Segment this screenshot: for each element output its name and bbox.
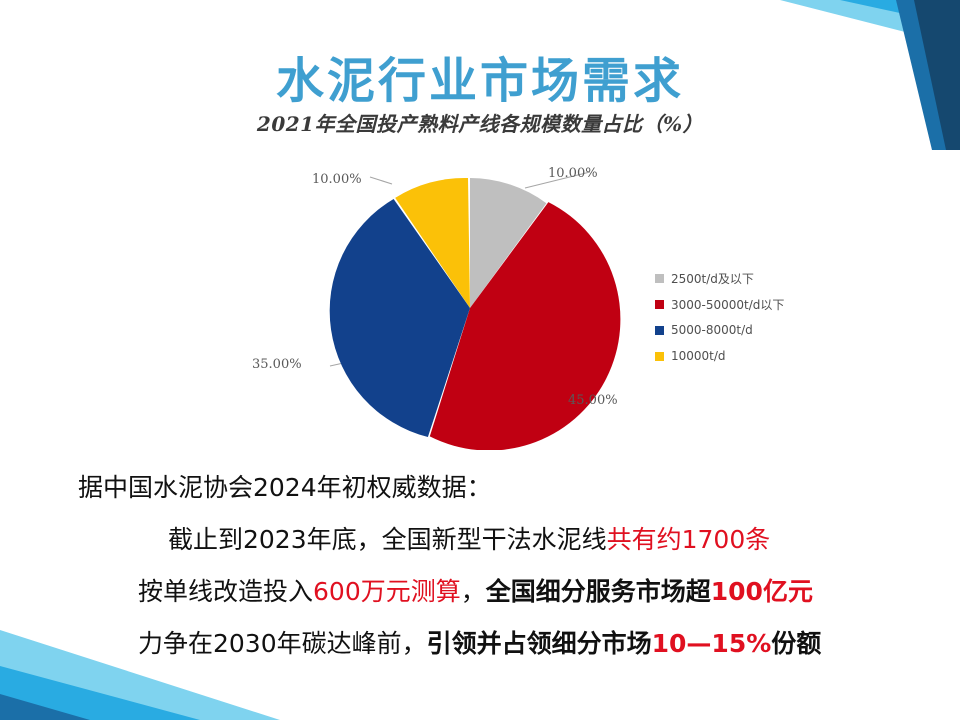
pie-chart: 10.00% 45.00% 35.00% 10.00% 2500t/d及以下 3…: [230, 150, 870, 450]
pie-data-label-red: 45.00%: [568, 393, 618, 408]
pie-slice-gray: [470, 178, 547, 308]
text-segment-1: 600万元测算: [313, 577, 461, 606]
legend-label-gray: 2500t/d及以下: [671, 271, 754, 286]
pie-data-label-blue: 35.00%: [252, 357, 302, 372]
title-block: 水泥行业市场需求 2021年全国投产熟料产线各规模数量占比（%）: [0, 56, 960, 137]
text-segment-0: 按单线改造投入: [138, 577, 314, 606]
text-segment-0: 据中国水泥协会2024年初权威数据：: [78, 473, 492, 502]
body-line-3: 按单线改造投入600万元测算，全国细分服务市场超100亿元: [0, 566, 960, 618]
legend-item-gray[interactable]: 2500t/d及以下: [655, 267, 784, 289]
legend-swatch-gray: [655, 273, 664, 283]
legend-item-blue[interactable]: 5000-8000t/d: [655, 319, 784, 341]
decorative-corner-top-right: [780, 0, 960, 150]
body-text-block: 据中国水泥协会2024年初权威数据： 截止到2023年底，全国新型干法水泥线共有…: [0, 462, 960, 670]
chart-subtitle: 2021年全国投产熟料产线各规模数量占比（%）: [256, 112, 704, 137]
legend-item-red[interactable]: 3000-50000t/d以下: [655, 293, 784, 315]
chart-legend: 2500t/d及以下 3000-50000t/d以下 5000-8000t/d …: [655, 267, 784, 371]
pie-slices: [329, 177, 621, 450]
pie-slice-blue: [329, 199, 470, 437]
legend-label-yellow: 10000t/d: [671, 349, 726, 363]
legend-item-yellow[interactable]: 10000t/d: [655, 345, 784, 367]
pie-chart-svg: [329, 171, 621, 450]
legend-swatch-yellow: [655, 351, 664, 361]
legend-label-blue: 5000-8000t/d: [671, 323, 753, 337]
pie-data-label-yellow: 10.00%: [312, 172, 362, 187]
text-segment-0: 截止到2023年底，全国新型干法水泥线: [168, 525, 607, 554]
pie-data-label-gray: 10.00%: [548, 166, 598, 181]
legend-swatch-red: [655, 299, 664, 309]
page-title: 水泥行业市场需求: [275, 53, 684, 109]
pie-slice-red: [429, 202, 621, 450]
text-segment-4: 100亿元: [710, 577, 813, 606]
text-segment-1: 引领并占领细分市场: [426, 629, 652, 658]
text-segment-2: 10—15%: [651, 629, 772, 658]
legend-swatch-blue: [655, 325, 664, 335]
pie-slice-yellow: [395, 177, 470, 308]
text-segment-3: 全国细分服务市场超: [485, 577, 711, 606]
text-segment-1: 共有约1700条: [606, 525, 771, 554]
body-line-2: 截止到2023年底，全国新型干法水泥线共有约1700条: [0, 514, 960, 566]
legend-label-red: 3000-50000t/d以下: [671, 297, 785, 312]
text-segment-0: 力争在2030年碳达峰前，: [138, 629, 427, 658]
body-line-1: 据中国水泥协会2024年初权威数据：: [0, 462, 960, 514]
body-line-4: 力争在2030年碳达峰前，引领并占领细分市场10—15%份额: [0, 618, 960, 670]
text-segment-3: 份额: [771, 629, 822, 658]
text-segment-2: ，: [460, 577, 486, 606]
decorative-corner-bottom-left: [0, 630, 280, 720]
